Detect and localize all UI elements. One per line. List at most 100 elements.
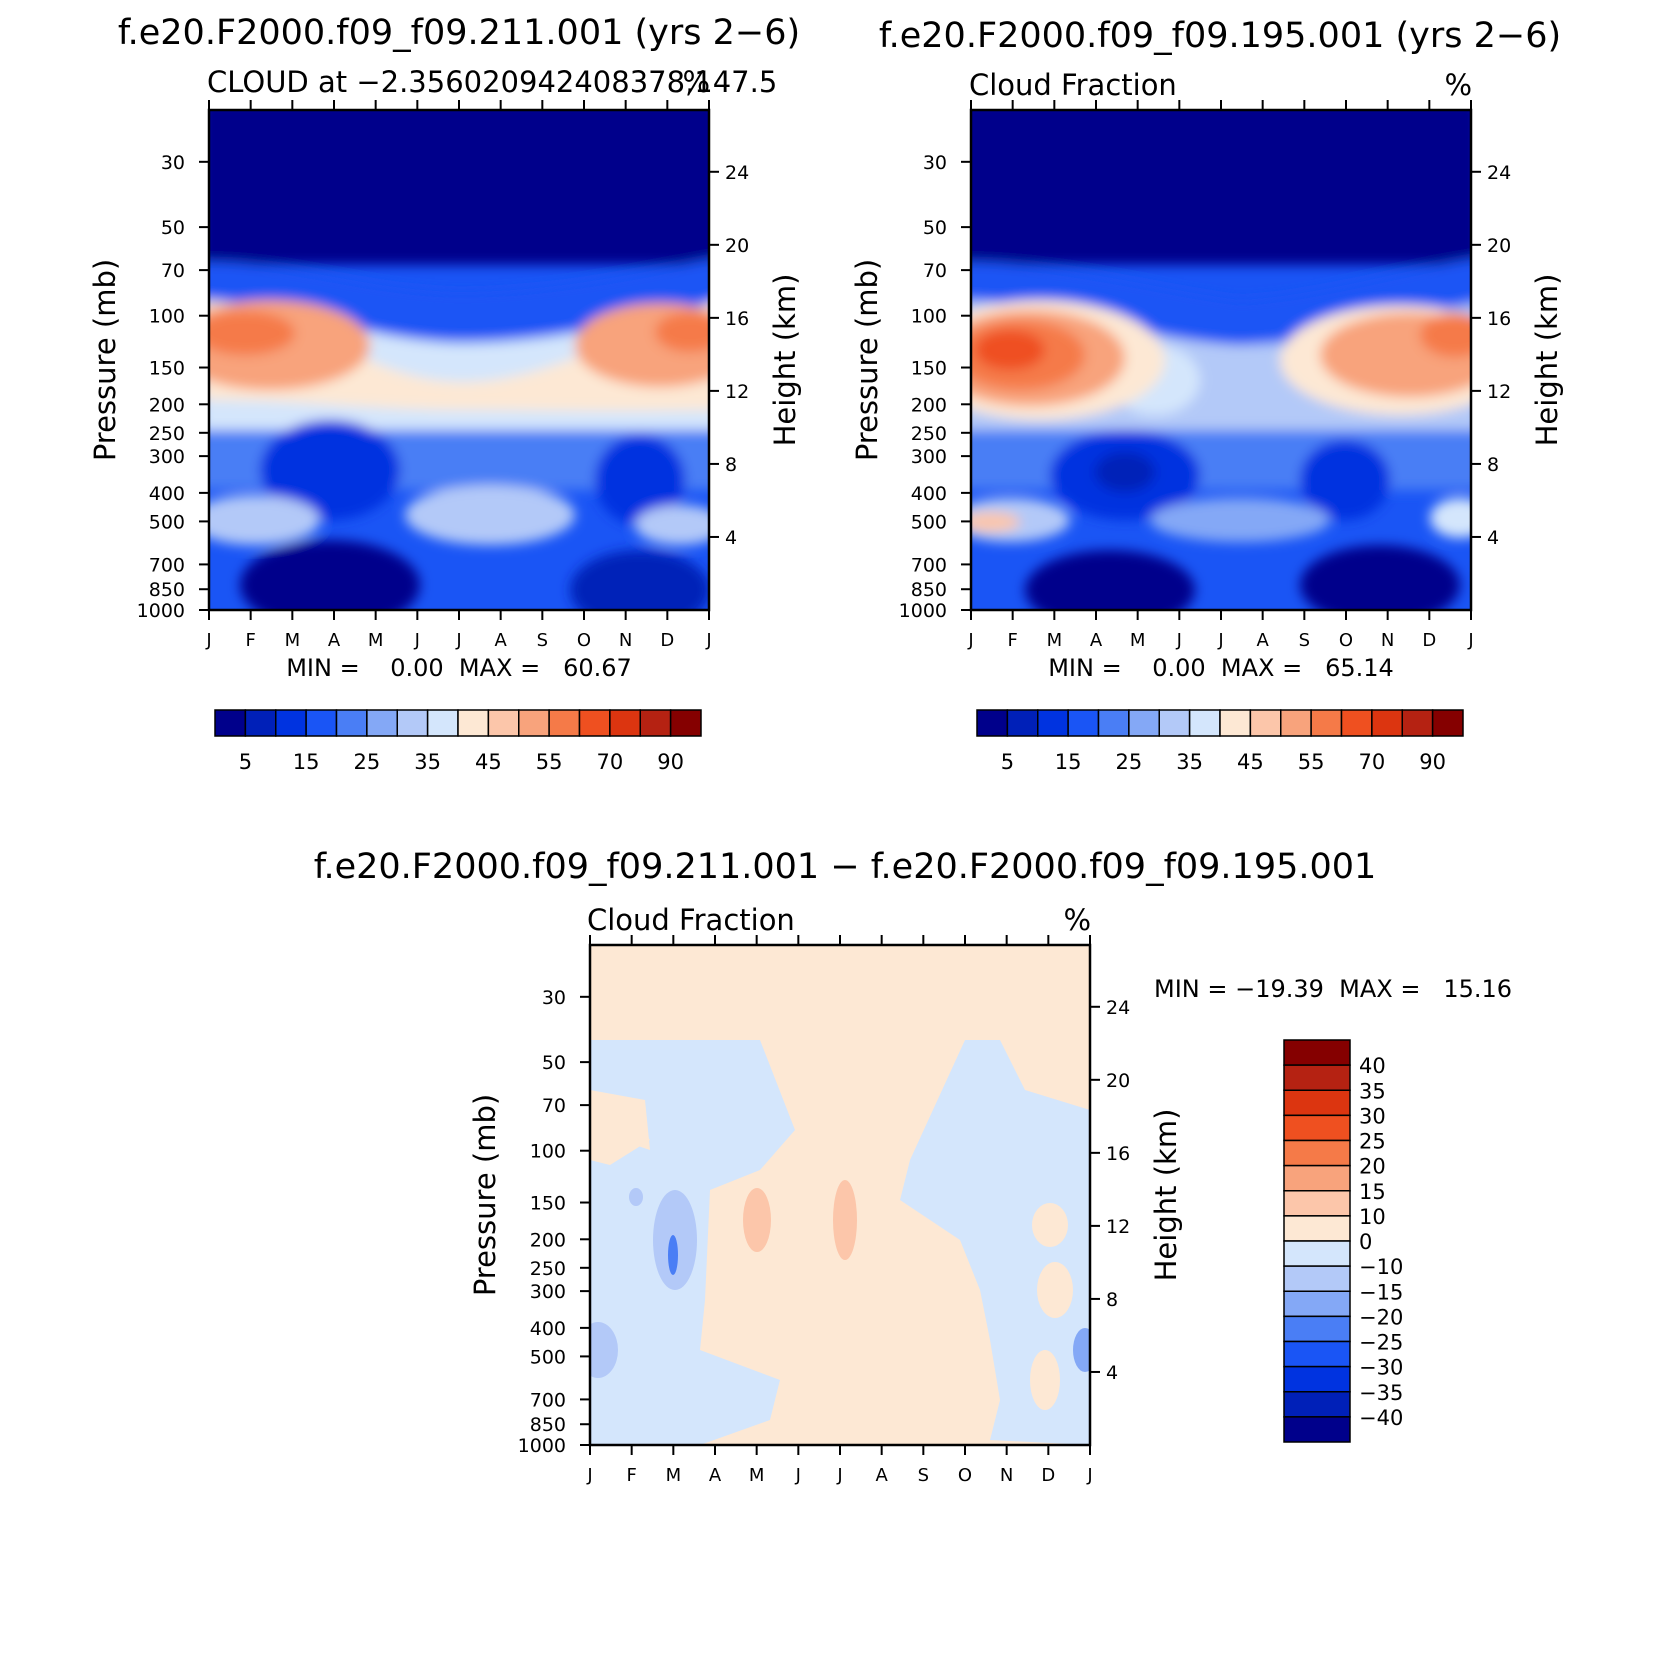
panel-3-colorbar-label: −35: [1359, 1381, 1403, 1405]
panel-3-title: f.e20.F2000.f09_f09.211.001 − f.e20.F200…: [314, 847, 1377, 887]
panel-2-y-tick-label: 200: [911, 394, 947, 416]
panel-2-field: [971, 110, 1471, 610]
panel-1-colorbar-label: 70: [597, 750, 624, 774]
panel-2-y-tick-label: 700: [911, 554, 947, 576]
panel-1-colorbar-box: [426, 709, 459, 737]
panel-3-colorbar-label: −15: [1359, 1280, 1403, 1304]
panel-3-y-tick-label: 30: [542, 987, 566, 1009]
panel-2-x-tick-label: J: [1176, 630, 1182, 651]
panel-3-colorbar-box: [1283, 1240, 1351, 1267]
panel-2-y-right-tick-label: 4: [1487, 527, 1499, 549]
panel-3-colorbar-label: 15: [1359, 1180, 1386, 1204]
panel-2-colorbar-box: [1037, 709, 1069, 737]
panel-1-colorbar-box: [639, 709, 672, 737]
panel-1-x-tick-label: J: [705, 630, 711, 651]
panel-1-colorbar-box: [275, 709, 307, 737]
panel-3-y-tick-label: 250: [530, 1258, 566, 1280]
panel-1-dry-pocket-1: [260, 420, 400, 520]
panel-1-max-early-core: [209, 311, 295, 355]
panel-2-dry-pocket-2: [1300, 440, 1390, 520]
panel-2-x-tick-label: J: [1467, 630, 1473, 651]
panel-2-y-right-tick-label: 24: [1487, 162, 1511, 184]
panel-1-max-late-core: [655, 312, 709, 352]
panel-3-negative-right: [900, 1040, 1090, 1445]
panel-3-y-tick-label: 50: [542, 1052, 566, 1074]
panel-3-colorbar-box: [1283, 1164, 1351, 1192]
panel-3-y-right-tick-label: 16: [1106, 1143, 1130, 1165]
panel-2-x-tick-label: A: [1257, 630, 1270, 651]
panel-3-colorbar-label: 25: [1359, 1130, 1386, 1154]
panel-1-x-tick-label: J: [205, 630, 211, 651]
panel-1-colorbar-label: 5: [239, 750, 252, 774]
panel-1-subtitle: CLOUD at −2.356020942408378,147.5: [207, 65, 777, 99]
panel-3-x-tick-label: J: [1086, 1465, 1092, 1486]
panel-1-shallow-cloud-1: [209, 495, 320, 545]
panel-2-shallow-cloud-2: [1150, 498, 1330, 542]
panel-2-colorbar-label: 15: [1055, 750, 1082, 774]
panel-1-y-label: Pressure (mb): [88, 259, 122, 461]
panel-3-stats: MIN = −19.39 MAX = 15.16: [1154, 975, 1512, 1003]
panel-2-x-tick-label: D: [1422, 630, 1436, 651]
panel-3-colorbar-box: [1283, 1064, 1351, 1091]
panel-1-x-tick-label: S: [537, 630, 548, 651]
panel-3-y-tick-label: 850: [530, 1414, 566, 1436]
panel-1-colorbar-box: [518, 709, 550, 737]
panel-1-colorbar-box: [335, 709, 368, 737]
panel-3-colorbar-label: −20: [1359, 1305, 1403, 1329]
panel-2-colorbar-box: [1310, 709, 1343, 737]
panel-2-max-late: [1320, 313, 1471, 397]
panel-2-x-tick-label: M: [1047, 630, 1063, 651]
panel-1-colorbar-box: [457, 709, 490, 737]
panel-1-y-tick-label: 70: [161, 260, 185, 282]
panel-2-stratosphere: [971, 110, 1471, 265]
panel-2-y-tick-label: 400: [911, 483, 947, 505]
panel-2-x-tick-label: S: [1299, 630, 1310, 651]
panel-3-x-tick-label: O: [958, 1465, 972, 1486]
panel-2-colorbar-box: [1431, 709, 1464, 737]
panel-1-colorbar-box: [396, 709, 429, 737]
panel-3-colorbar-label: 10: [1359, 1205, 1386, 1229]
panel-2-colorbar-box: [1006, 709, 1039, 737]
panel-2-y-tick-label: 70: [923, 260, 947, 282]
panel-3-neg-blob-3: [1073, 1328, 1090, 1372]
panel-2-y-right-tick-label: 12: [1487, 381, 1511, 403]
panel-2-colorbar-box: [1340, 709, 1373, 737]
panel-2-colorbar-box: [1401, 709, 1434, 737]
panel-1-max-late: [575, 303, 709, 387]
panel-2-colorbar-label: 25: [1116, 750, 1143, 774]
panel-3-y-tick-label: 1000: [518, 1435, 566, 1457]
panel-2-stats: MIN = 0.00 MAX = 65.14: [1048, 654, 1394, 682]
panel-3-y-tick-label: 150: [530, 1193, 566, 1215]
panel-3-y-label-right: Height (km): [1149, 1109, 1183, 1282]
panel-3-colorbar-box: [1283, 1265, 1351, 1292]
panel-1-title: f.e20.F2000.f09_f09.211.001 (yrs 2−6): [118, 13, 800, 53]
panel-3-x-tick-label: S: [918, 1465, 929, 1486]
panel-2-y-tick-label: 50: [923, 217, 947, 239]
panel-1-y-right-tick-label: 24: [725, 162, 749, 184]
panel-1-x-tick-label: F: [245, 630, 255, 651]
panel-1: f.e20.F2000.f09_f09.211.001 (yrs 2−6) CL…: [88, 13, 802, 774]
panel-3-y-label: Pressure (mb): [468, 1094, 502, 1296]
panel-3-colorbar-label: 35: [1359, 1079, 1386, 1103]
panel-3-y-tick-label: 400: [530, 1318, 566, 1340]
panel-1-x-tick-label: M: [285, 630, 301, 651]
panel-3-colorbar-box: [1283, 1340, 1351, 1368]
panel-3-pos-blob-2: [833, 1180, 857, 1260]
panel-1-colorbar-box: [609, 709, 641, 737]
panel-2-y-tick-label: 30: [923, 152, 947, 174]
panel-3-x-tick-label: J: [836, 1465, 842, 1486]
panel-1-colorbar-box: [578, 709, 611, 737]
panel-2-shallow-cloud-3: [1430, 498, 1471, 538]
panel-2-x-tick-label: O: [1339, 630, 1353, 651]
panel-1-x-tick-label: N: [619, 630, 632, 651]
panel-3-neg-blob-2: [590, 1322, 618, 1378]
panel-3-x-tick-label: N: [1000, 1465, 1013, 1486]
panel-1-x-tick-label: A: [495, 630, 508, 651]
panel-3-x-tick-label: J: [586, 1465, 592, 1486]
panel-3-colorbar-label: −25: [1359, 1331, 1403, 1355]
panel-3-neg-blob-4: [629, 1188, 643, 1206]
panel-1-colorbar-box: [244, 709, 277, 737]
panel-2-y-right-tick-label: 20: [1487, 235, 1511, 257]
panel-3-colorbar-box: [1283, 1215, 1351, 1242]
